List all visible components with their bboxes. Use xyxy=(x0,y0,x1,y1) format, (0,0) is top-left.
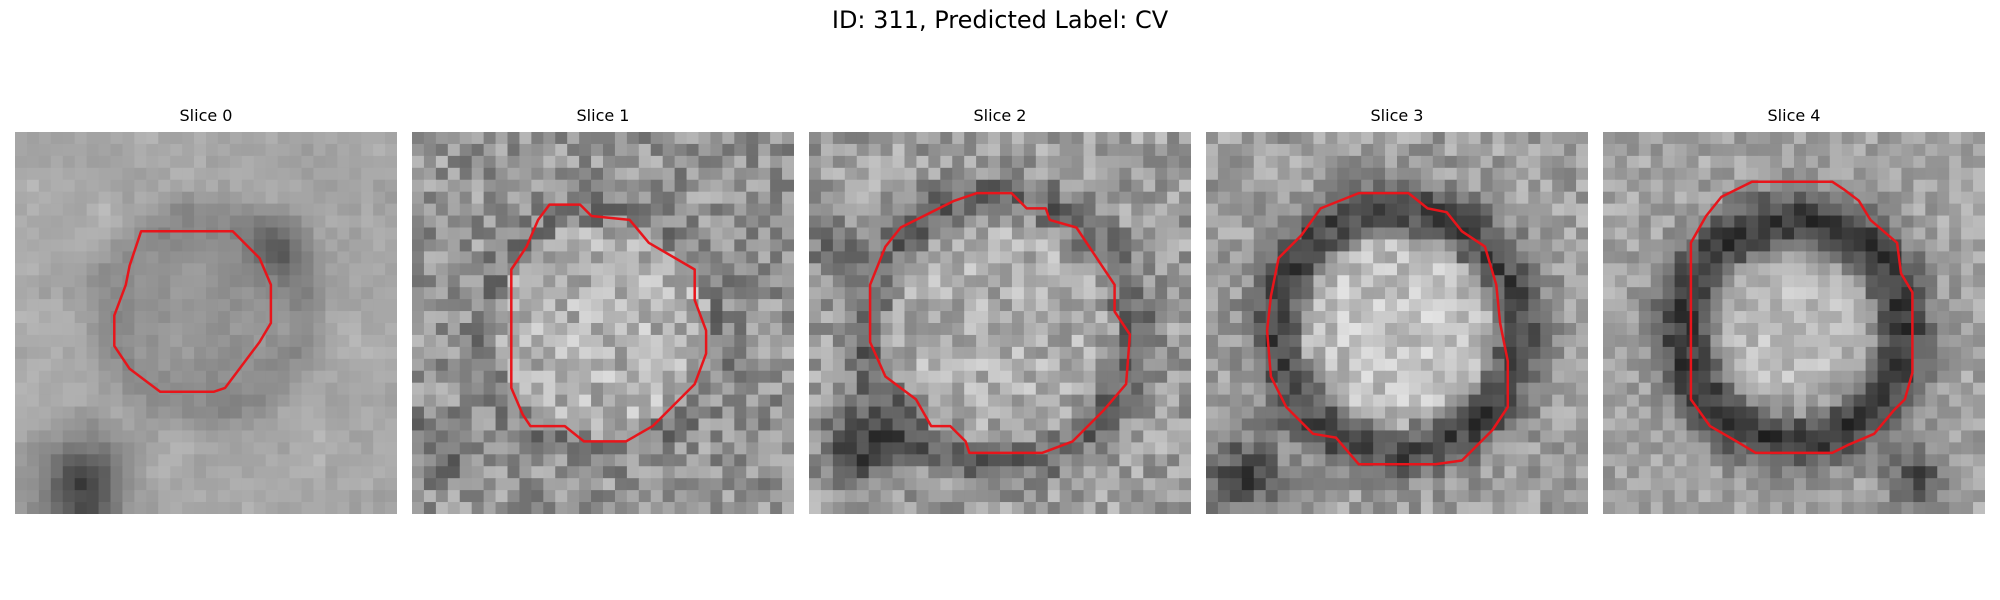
image-pixels xyxy=(412,132,794,514)
contour-outline xyxy=(113,230,273,394)
slice-title-3: Slice 3 xyxy=(1370,106,1424,125)
slice-panel-0: Slice 0 xyxy=(15,104,397,514)
slice-image-1 xyxy=(412,132,794,514)
image-pixels xyxy=(15,132,397,514)
contour-outline xyxy=(868,191,1132,455)
slice-image-0 xyxy=(15,132,397,514)
contour-outline xyxy=(1689,180,1914,455)
slice-image-2 xyxy=(809,132,1191,514)
figure-title: ID: 311, Predicted Label: CV xyxy=(831,6,1169,34)
slice-panel-3: Slice 3 xyxy=(1206,104,1588,514)
slice-image-4 xyxy=(1603,132,1985,514)
slice-title-4: Slice 4 xyxy=(1767,106,1821,125)
slice-panel-1: Slice 1 xyxy=(412,104,794,514)
slice-panel-4: Slice 4 xyxy=(1603,104,1985,514)
slice-title-0: Slice 0 xyxy=(179,106,233,125)
contour-outline xyxy=(1265,191,1510,466)
slice-title-2: Slice 2 xyxy=(973,106,1027,125)
contour-outline xyxy=(510,203,708,443)
slice-image-3 xyxy=(1206,132,1588,514)
image-pixels xyxy=(809,132,1191,514)
image-pixels xyxy=(1206,132,1588,514)
slice-title-1: Slice 1 xyxy=(576,106,630,125)
image-pixels xyxy=(1603,132,1985,514)
slice-panel-2: Slice 2 xyxy=(809,104,1191,514)
